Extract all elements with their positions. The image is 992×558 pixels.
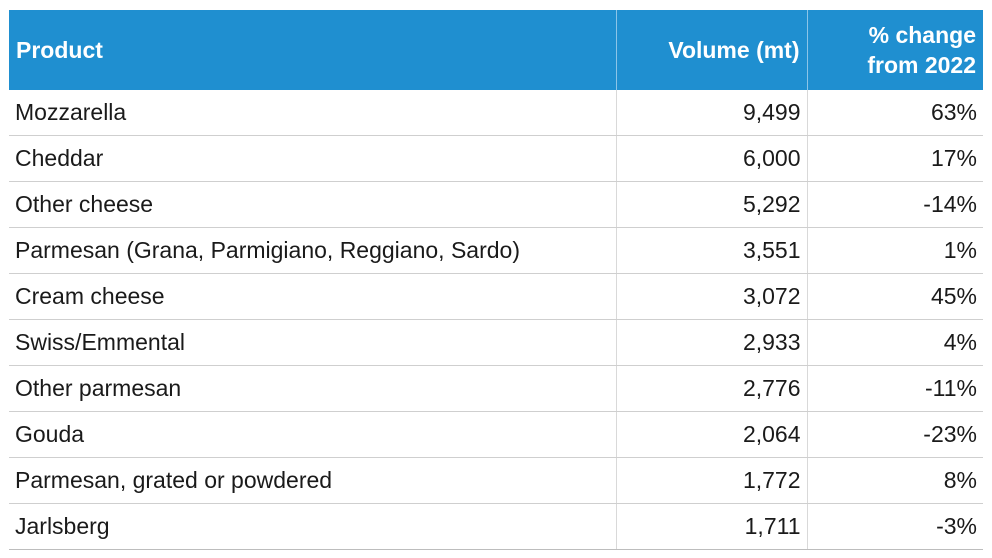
cell-product: Mozzarella bbox=[9, 90, 616, 136]
header-change-line1: % change bbox=[868, 22, 976, 48]
table-header: Product Volume (mt) % change from 2022 bbox=[9, 10, 983, 90]
header-change-line2: from 2022 bbox=[867, 52, 976, 78]
cell-change: 17% bbox=[806, 135, 983, 182]
table-row: Jarlsberg 1,711 -3% bbox=[9, 503, 983, 550]
cell-product: Other cheese bbox=[9, 181, 616, 228]
cell-product: Swiss/Emmental bbox=[9, 319, 616, 366]
cell-change: -14% bbox=[806, 181, 983, 228]
cheese-import-table-container: Product Volume (mt) % change from 2022 M… bbox=[9, 10, 983, 550]
cell-volume: 2,776 bbox=[615, 365, 807, 412]
cell-change: -11% bbox=[806, 365, 983, 412]
table-row: Swiss/Emmental 2,933 4% bbox=[9, 319, 983, 366]
cell-volume: 6,000 bbox=[615, 135, 807, 182]
table-row: Cheddar 6,000 17% bbox=[9, 135, 983, 182]
table-row: Other parmesan 2,776 -11% bbox=[9, 365, 983, 412]
cell-product: Jarlsberg bbox=[9, 503, 616, 550]
cell-change: 45% bbox=[806, 273, 983, 320]
table-row: Parmesan (Grana, Parmigiano, Reggiano, S… bbox=[9, 227, 983, 274]
cell-product: Other parmesan bbox=[9, 365, 616, 412]
cell-change: -3% bbox=[806, 503, 983, 550]
table-row: Cream cheese 3,072 45% bbox=[9, 273, 983, 320]
cell-change: -23% bbox=[806, 411, 983, 458]
header-volume: Volume (mt) bbox=[615, 10, 807, 90]
cell-change: 63% bbox=[806, 90, 983, 136]
cell-volume: 3,551 bbox=[615, 227, 807, 274]
cell-volume: 3,072 bbox=[615, 273, 807, 320]
cheese-import-table: Product Volume (mt) % change from 2022 M… bbox=[9, 10, 983, 550]
cell-change: 4% bbox=[806, 319, 983, 366]
cell-volume: 1,711 bbox=[615, 503, 807, 550]
cell-change: 8% bbox=[806, 457, 983, 504]
cell-product: Cheddar bbox=[9, 135, 616, 182]
header-change: % change from 2022 bbox=[806, 10, 983, 90]
cell-product: Cream cheese bbox=[9, 273, 616, 320]
table-row: Other cheese 5,292 -14% bbox=[9, 181, 983, 228]
header-row: Product Volume (mt) % change from 2022 bbox=[9, 10, 983, 90]
cell-volume: 9,499 bbox=[615, 90, 807, 136]
header-product: Product bbox=[9, 10, 616, 90]
cell-change: 1% bbox=[806, 227, 983, 274]
table-row: Gouda 2,064 -23% bbox=[9, 411, 983, 458]
cell-volume: 5,292 bbox=[615, 181, 807, 228]
cell-product: Gouda bbox=[9, 411, 616, 458]
cell-volume: 2,933 bbox=[615, 319, 807, 366]
cell-volume: 1,772 bbox=[615, 457, 807, 504]
table-row: Mozzarella 9,499 63% bbox=[9, 90, 983, 136]
table-body: Mozzarella 9,499 63% Cheddar 6,000 17% O… bbox=[9, 90, 983, 550]
cell-product: Parmesan (Grana, Parmigiano, Reggiano, S… bbox=[9, 227, 616, 274]
cell-volume: 2,064 bbox=[615, 411, 807, 458]
table-row: Parmesan, grated or powdered 1,772 8% bbox=[9, 457, 983, 504]
cell-product: Parmesan, grated or powdered bbox=[9, 457, 616, 504]
